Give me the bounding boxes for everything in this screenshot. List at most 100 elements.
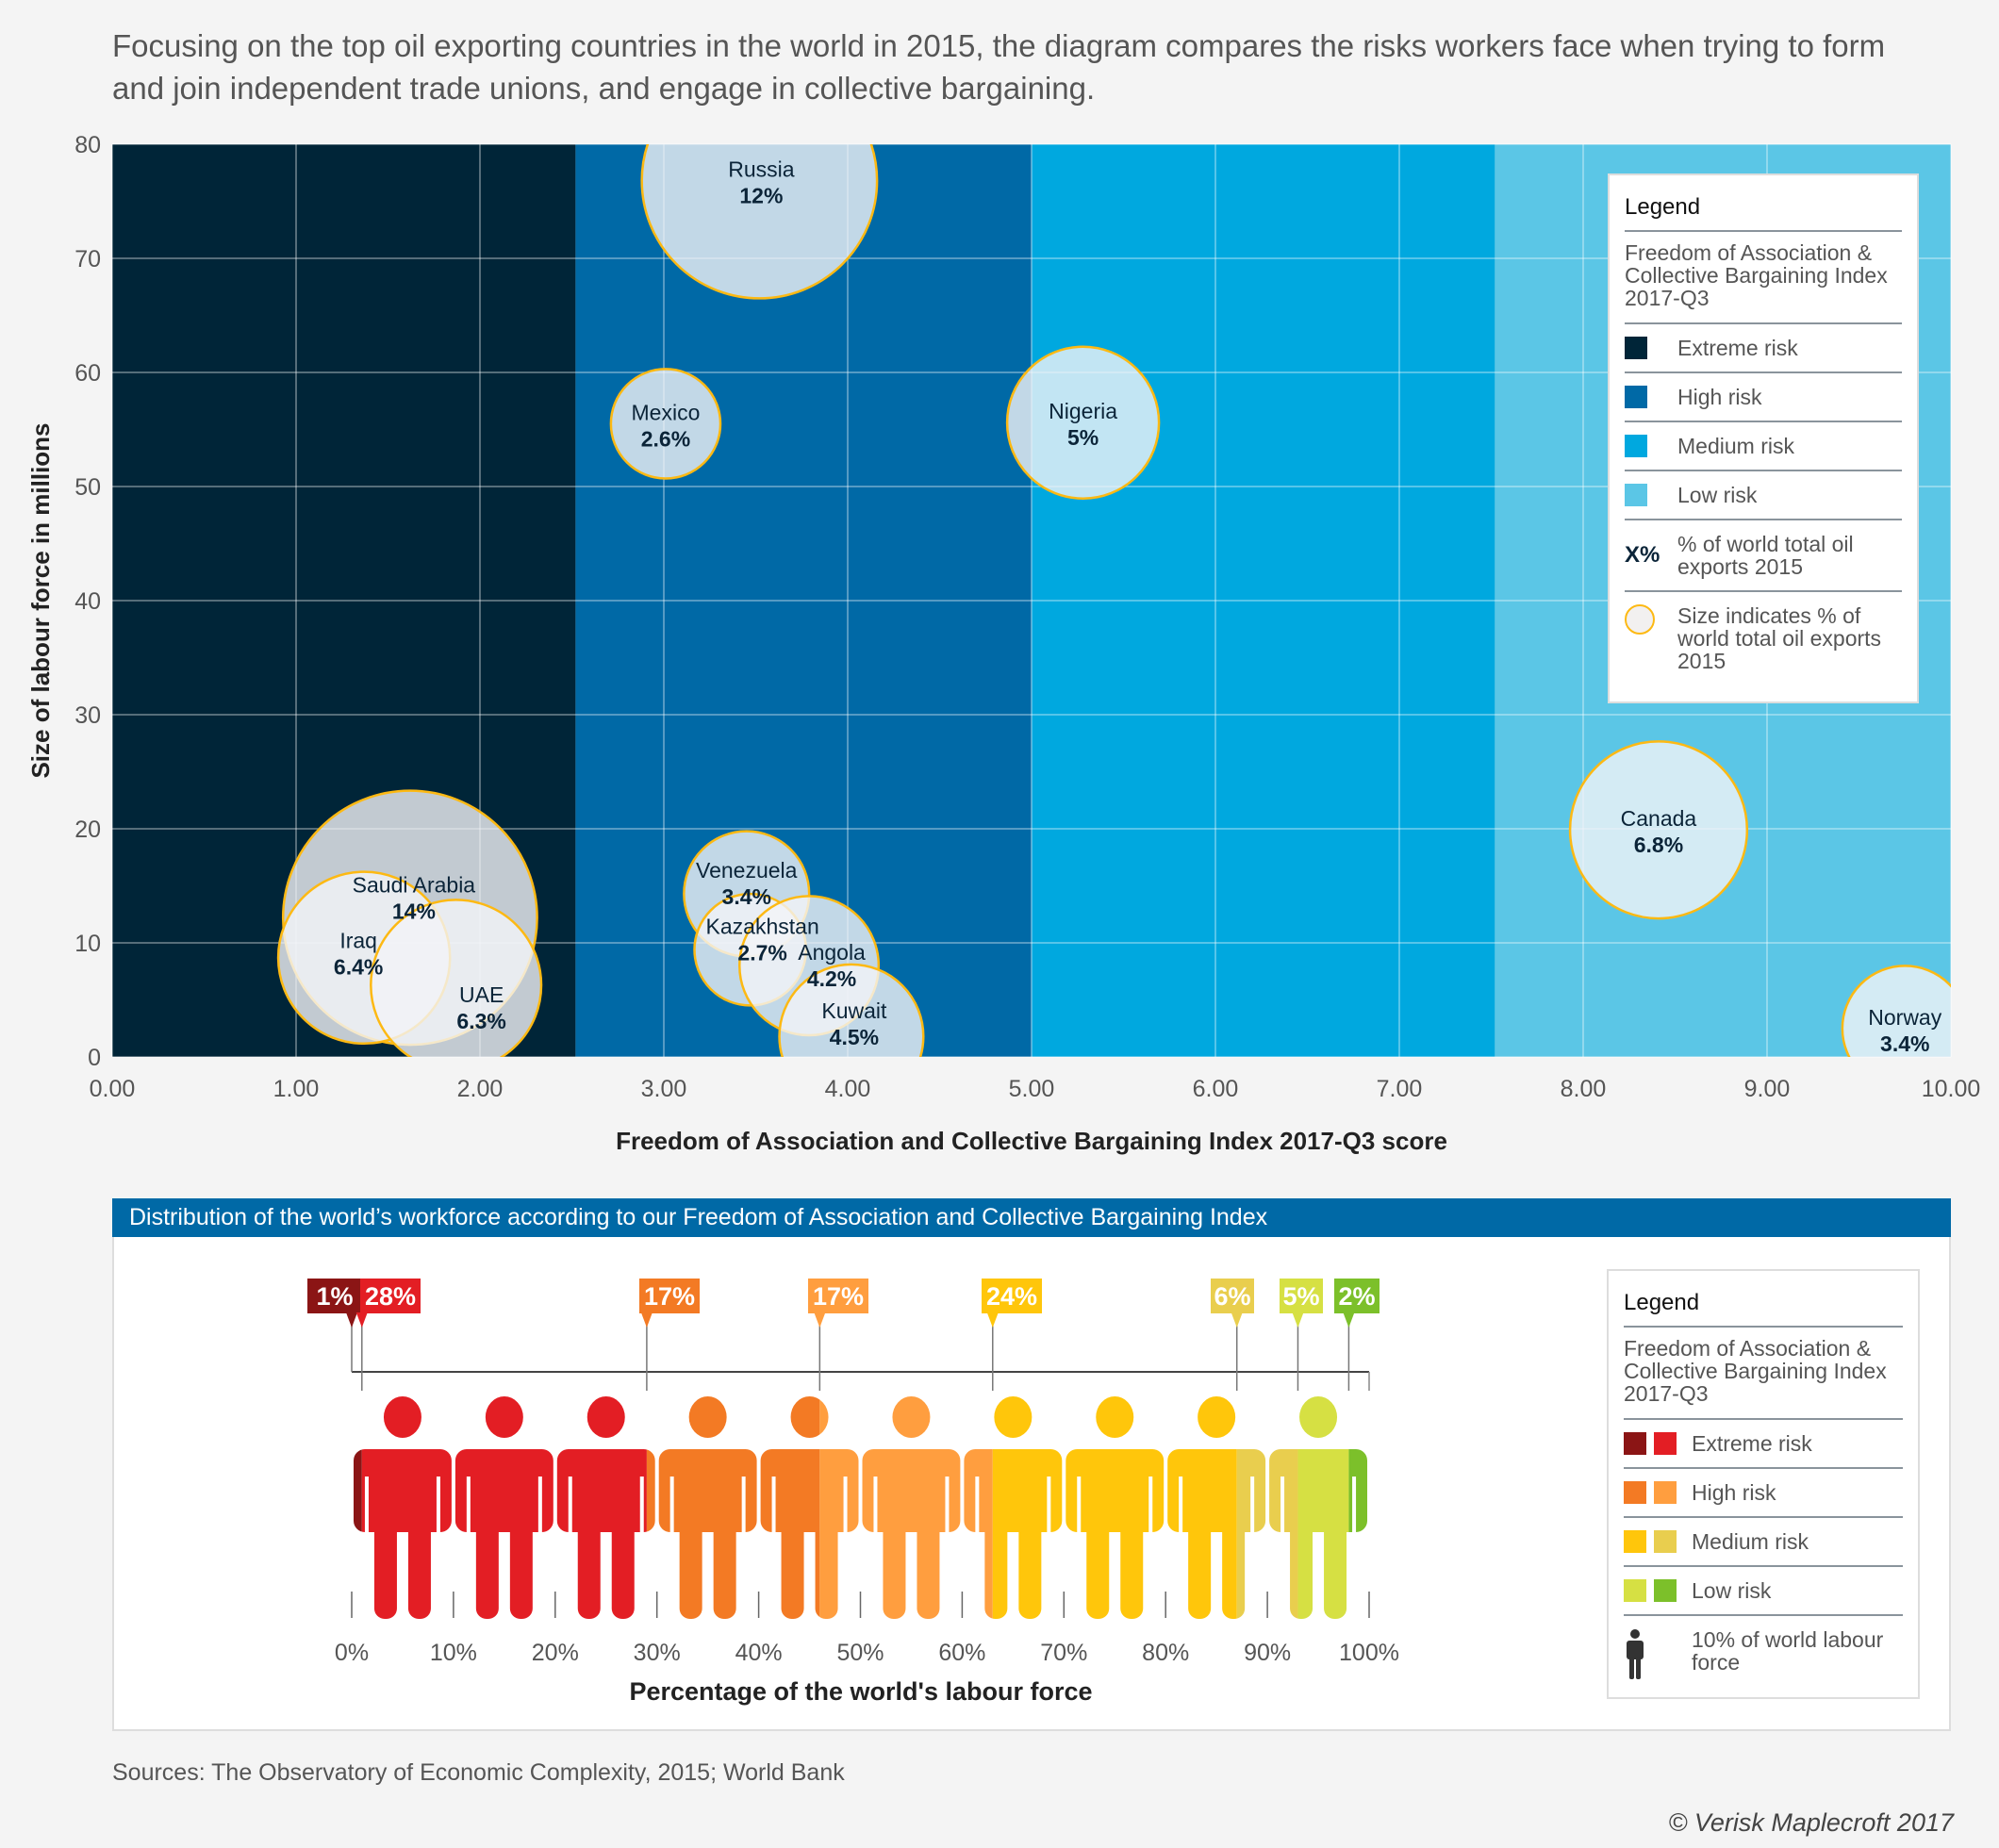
legend-label: Low risk	[1692, 1578, 1772, 1603]
x-tick-label: 10%	[430, 1640, 477, 1666]
callout-label: 2%	[1338, 1282, 1375, 1311]
swatch	[1654, 1579, 1677, 1602]
y-tick-label: 50	[74, 474, 101, 501]
bubble-value-label: 12%	[739, 184, 783, 208]
bubble-country-label: Iraq	[339, 929, 377, 953]
swatch	[1654, 1432, 1677, 1455]
swatch	[1624, 1481, 1646, 1504]
x-tick-label: 7.00	[1377, 1076, 1423, 1102]
x-tick-label: 2.00	[457, 1076, 504, 1102]
y-tick-label: 30	[74, 702, 101, 729]
x-tick-label: 100%	[1339, 1640, 1399, 1666]
arm-gap	[1047, 1477, 1051, 1533]
legend-item-extreme: Extreme risk	[1624, 1420, 1903, 1469]
legend-item-pct: X% % of world total oil exports 2015	[1625, 520, 1902, 592]
bubble-country-label: Saudi Arabia	[353, 872, 476, 897]
swatch-high	[1625, 386, 1647, 408]
arm-gap	[975, 1477, 980, 1533]
x-tick-label: 0%	[335, 1640, 369, 1666]
bubble-country-label: Venezuela	[696, 858, 798, 883]
bubble-country-label: Russia	[728, 157, 795, 182]
y-tick-label: 10	[74, 931, 101, 957]
risk-band	[1032, 144, 1495, 1057]
legend-item-medium: Medium risk	[1624, 1518, 1903, 1567]
bubble-value-label: 5%	[1067, 425, 1099, 450]
bubble-value-label: 4.2%	[807, 966, 856, 991]
callout-box	[982, 1279, 1042, 1313]
legend-item-high: High risk	[1624, 1469, 1903, 1518]
swatch	[1624, 1579, 1646, 1602]
legend-item-low: Low risk	[1624, 1567, 1903, 1616]
arm-gap	[669, 1477, 674, 1533]
arm-gap	[873, 1477, 878, 1533]
workforce-panel-title: Distribution of the world’s workforce ac…	[112, 1198, 1951, 1237]
x-tick-label: 4.00	[825, 1076, 871, 1102]
legend-item-size: Size indicates % of world total oil expo…	[1625, 592, 1902, 685]
callout-pointer	[1292, 1312, 1304, 1328]
bubble-value-label: 6.4%	[334, 955, 383, 980]
legend-item-high: High risk	[1625, 373, 1902, 422]
x-tick-label: 30%	[634, 1640, 681, 1666]
bubble-value-label: 14%	[392, 899, 436, 923]
callout-label: 5%	[1282, 1282, 1319, 1311]
x-tick-label: 20%	[532, 1640, 579, 1666]
workforce-segment	[992, 1396, 1237, 1619]
legend-item-low: Low risk	[1625, 471, 1902, 520]
legend-item-medium: Medium risk	[1625, 422, 1902, 471]
arm-gap	[1077, 1477, 1082, 1533]
swatch	[1624, 1530, 1646, 1553]
legend-title: Legend	[1624, 1282, 1903, 1328]
callout-box	[808, 1279, 868, 1313]
workforce-pictogram: 1% 28% 17% 17% 24% 6% 5% 2% 0% 10% 20% 30% 40% 50% 60%…	[307, 1279, 1399, 1666]
x-tick-label: 6.00	[1193, 1076, 1239, 1102]
y-tick-label: 70	[74, 246, 101, 272]
swatch	[1624, 1432, 1646, 1455]
arm-gap	[945, 1477, 950, 1533]
arm-gap	[1179, 1477, 1183, 1533]
bubble-value-label: 6.8%	[1634, 833, 1683, 857]
callout-pointer	[355, 1312, 368, 1328]
legend-label: Extreme risk	[1677, 336, 1798, 360]
legend-subtitle: Freedom of Association & Collective Barg…	[1625, 232, 1902, 324]
swatch	[1654, 1481, 1677, 1504]
y-tick-label: 20	[74, 817, 101, 843]
y-tick-label: 40	[74, 588, 101, 615]
x-tick-label: 90%	[1244, 1640, 1291, 1666]
legend-label: Medium risk	[1677, 434, 1794, 458]
x-tick-label: 60%	[938, 1640, 985, 1666]
legend-label: 10% of world labour force	[1692, 1627, 1884, 1675]
callout-box	[360, 1279, 421, 1313]
bubble	[1568, 740, 1749, 920]
bubble-value-label: 2.6%	[641, 426, 690, 451]
legend-item-extreme: Extreme risk	[1625, 324, 1902, 373]
x-tick-label: 8.00	[1561, 1076, 1607, 1102]
bubble-country-label: Kazakhstan	[706, 914, 819, 938]
x-tick-label: 9.00	[1744, 1076, 1791, 1102]
workforce-segment	[1297, 1396, 1349, 1619]
callout-pointer	[1343, 1312, 1355, 1328]
arm-gap	[771, 1477, 776, 1533]
x-tick-label: 40%	[735, 1640, 783, 1666]
bubble	[1005, 345, 1161, 500]
workforce-segment	[354, 1396, 362, 1619]
callout-box	[1211, 1279, 1254, 1313]
bubble	[778, 963, 925, 1057]
x-tick-label: 10.00	[1922, 1076, 1981, 1102]
person-icon	[1627, 1629, 1644, 1679]
callout-box	[639, 1279, 700, 1313]
callout-label: 1%	[316, 1282, 353, 1311]
x-tick-label: 5.00	[1009, 1076, 1055, 1102]
y-tick-label: 0	[88, 1045, 101, 1071]
callout-pointer	[814, 1312, 826, 1328]
arm-gap	[537, 1477, 542, 1533]
bubble-value-label: 6.3%	[456, 1009, 505, 1033]
bubble-value-label: 3.4%	[722, 884, 771, 909]
bubble-value-label: 3.4%	[1880, 1031, 1929, 1056]
copyright: © Verisk Maplecroft 2017	[1668, 1808, 1954, 1837]
workforce-segment	[1348, 1396, 1367, 1619]
bubble-size-icon	[1625, 604, 1655, 635]
bubble-value-label: 4.5%	[830, 1025, 879, 1049]
x-tick-label: 80%	[1142, 1640, 1189, 1666]
